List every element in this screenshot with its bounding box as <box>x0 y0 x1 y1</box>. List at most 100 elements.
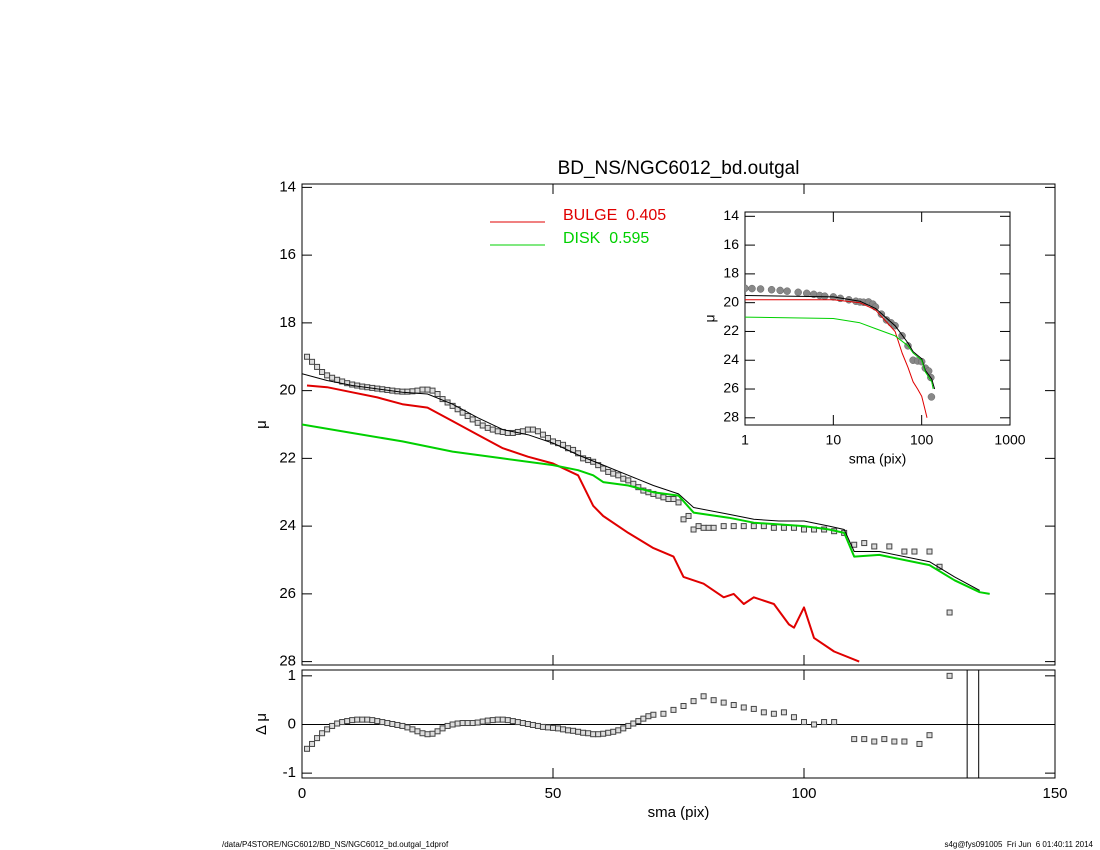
data-point <box>519 720 526 727</box>
data-point <box>524 721 531 727</box>
data-point <box>605 729 612 736</box>
data-point <box>600 465 607 472</box>
data-point <box>565 727 572 734</box>
data-point <box>344 718 351 725</box>
data-point <box>339 719 346 726</box>
y-tick-label: 26 <box>723 380 739 396</box>
x-tick-label: 100 <box>910 432 934 448</box>
data-point <box>680 703 687 709</box>
data-point <box>374 718 381 725</box>
data-point <box>695 523 702 530</box>
y-tick-label: 14 <box>279 178 296 195</box>
y-tick-label: 20 <box>279 382 296 399</box>
data-point <box>309 740 316 747</box>
data-point <box>304 745 311 752</box>
data-point <box>409 726 416 733</box>
data-point <box>454 720 461 727</box>
data-point <box>389 721 396 727</box>
data-point <box>650 711 657 718</box>
data-point <box>946 609 953 616</box>
data-point <box>414 728 421 735</box>
y-tick-label: 22 <box>279 449 296 466</box>
series-line <box>745 295 936 390</box>
data-point <box>464 413 471 420</box>
data-point <box>620 475 627 482</box>
data-point <box>625 722 632 729</box>
data-point <box>901 738 908 745</box>
data-point <box>780 524 787 531</box>
data-point <box>635 718 642 725</box>
data-point <box>595 731 602 738</box>
data-point <box>851 541 858 548</box>
data-point <box>750 705 757 712</box>
data-point <box>329 722 336 729</box>
data-point <box>861 540 868 547</box>
x-tick-label: 150 <box>1042 785 1067 802</box>
data-point <box>459 720 466 727</box>
data-point <box>700 693 707 700</box>
y-tick-label: 24 <box>723 351 739 367</box>
data-point <box>384 720 391 727</box>
data-point <box>675 499 682 506</box>
data-point <box>585 730 592 737</box>
data-point <box>916 740 923 747</box>
data-point <box>434 391 441 398</box>
data-point <box>891 738 898 745</box>
data-point <box>665 496 672 503</box>
series-line <box>302 423 990 595</box>
data-point <box>550 724 556 731</box>
data-point <box>394 721 401 728</box>
data-point <box>610 728 617 735</box>
data-point <box>319 730 326 737</box>
data-point <box>756 285 765 293</box>
data-point <box>489 426 496 433</box>
data-point <box>927 393 936 401</box>
data-point <box>748 284 756 293</box>
x-axis-label: sma (pix) <box>648 804 710 821</box>
data-point <box>770 710 777 717</box>
data-point <box>926 548 933 555</box>
data-point <box>630 720 637 727</box>
data-point <box>801 719 807 726</box>
y-tick-label: 16 <box>723 236 739 252</box>
data-point <box>590 731 597 738</box>
data-point <box>660 710 667 717</box>
data-point <box>424 731 431 738</box>
footer-right: s4g@fys091005 Fri Jun 6 01:40:11 2014 <box>944 840 1093 849</box>
data-point <box>605 468 612 475</box>
data-point <box>720 523 727 530</box>
legend-label: BULGE 0.405 <box>563 207 666 224</box>
data-point <box>881 736 888 743</box>
series-line <box>745 316 934 390</box>
data-point <box>539 431 546 438</box>
data-point <box>414 387 421 394</box>
data-point <box>610 470 617 477</box>
data-point <box>861 736 868 743</box>
plot-area <box>745 284 936 418</box>
y-tick-label: 1 <box>288 667 296 684</box>
x-tick-label: 100 <box>791 785 816 802</box>
data-point <box>494 428 501 435</box>
data-point <box>745 284 749 293</box>
data-point <box>911 548 918 555</box>
data-point <box>419 730 426 737</box>
data-point <box>544 435 551 442</box>
data-point <box>901 548 908 555</box>
plot-frame <box>744 211 1011 426</box>
data-point <box>871 738 878 745</box>
data-point <box>489 717 496 724</box>
data-point <box>484 717 491 724</box>
data-point <box>484 424 491 431</box>
data-point <box>740 704 747 711</box>
data-point <box>575 728 582 735</box>
data-point <box>811 721 818 728</box>
data-point <box>685 512 692 519</box>
footer-left: /data/P4STORE/NGC6012/BD_NS/NGC6012_bd.o… <box>222 840 449 849</box>
data-point <box>615 472 622 479</box>
data-point <box>625 477 632 484</box>
data-point <box>534 428 541 435</box>
data-point <box>539 723 546 730</box>
data-point <box>851 736 858 743</box>
data-point <box>534 722 541 729</box>
data-point <box>509 718 516 725</box>
